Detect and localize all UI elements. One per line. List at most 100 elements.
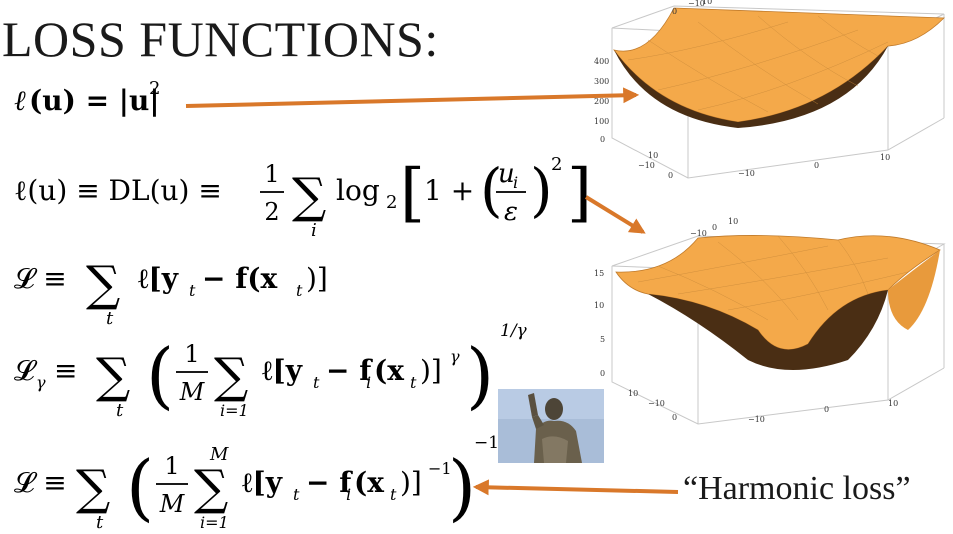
eq4-inner-exp: γ — [450, 347, 460, 366]
eq5-sum: ∑ — [76, 460, 110, 516]
eq3-lhs: 𝓛 ≡ — [14, 262, 67, 295]
equation-total-loss: 𝓛 ≡ ∑ t ℓ[y t − f(x t )] — [14, 256, 328, 328]
slide-title: LOSS FUNCTIONS: — [2, 11, 439, 67]
eq5-rparen: ) — [448, 445, 476, 529]
plot1-z-ticks: 400 300 200 100 0 — [594, 57, 609, 144]
plot1-z-tick: 300 — [594, 77, 609, 86]
eq2-lbracket: [ — [400, 156, 425, 230]
eq2-half-num: 1 — [264, 160, 279, 188]
eq4-y-sub: t — [313, 373, 320, 392]
eq5-minus: − f — [306, 466, 353, 499]
eq4-outer-exp: 1/γ — [500, 321, 528, 341]
plot1-surface-underside — [614, 46, 888, 128]
eq4-lhs: 𝓛 — [14, 354, 38, 387]
plot2-y-tick: −10 — [748, 415, 765, 424]
eq2-exp: 2 — [551, 154, 562, 175]
eq2-frac-den: ε — [504, 197, 518, 227]
plot1-z-tick: 0 — [600, 135, 605, 144]
eq3-y-sub: t — [189, 281, 196, 300]
plot1-mesh — [627, 15, 889, 113]
dl-surface-plot: 15 10 5 0 −10 0 10 −10 0 10 −10 0 10 — [594, 217, 946, 425]
plot2-back-tick: −10 — [690, 229, 707, 238]
eq4-equiv: ≡ — [54, 354, 77, 387]
eq4-lhs-sub: γ — [36, 373, 46, 392]
eq2-rparen: ) — [530, 156, 553, 224]
eq1-ell: ℓ — [14, 84, 26, 117]
eq4-sum-sub: t — [116, 400, 124, 421]
plot1-surface-top — [613, 7, 945, 123]
eq4-minus: − f — [326, 354, 373, 387]
arrow-to-quadratic-plot — [185, 87, 640, 108]
plot2-y-ticks: −10 0 10 — [748, 399, 898, 424]
arrow-to-harmonic-equation — [472, 479, 679, 496]
plot2-x-ticks: −10 0 10 — [628, 389, 677, 422]
plot2-y-tick: 10 — [888, 399, 898, 408]
eq4-num: 1 — [184, 340, 199, 368]
plot1-back-tick: 10 — [702, 0, 712, 6]
eq2-rbracket: ] — [567, 156, 592, 230]
plot1-back-ticks: −10 0 10 — [672, 0, 712, 16]
eq4-lparen: ( — [146, 333, 174, 417]
eq5-y-sub: t — [293, 485, 300, 504]
eq4-sum: ∑ — [96, 348, 130, 404]
eq2-frac-num: u — [498, 159, 515, 189]
harmonic-loss-caption: “Harmonic loss” — [683, 470, 911, 507]
plot1-y-tick: −10 — [738, 169, 755, 178]
eq2-log-sub: 2 — [386, 192, 397, 213]
plot1-x-tick: 10 — [648, 151, 658, 160]
plot2-surface-underside — [648, 290, 888, 370]
eq5-body: ℓ[y — [242, 466, 283, 499]
plot2-surface-wing — [888, 250, 940, 330]
eq5-inner-exp: −1 — [428, 459, 452, 478]
eq5-close: )] — [400, 466, 422, 499]
arrow-to-dl-plot — [584, 195, 646, 234]
eq1-arg: (u) = |u| — [29, 84, 160, 117]
plot2-z-tick: 0 — [600, 369, 605, 378]
eq3-close: )] — [306, 262, 328, 295]
plot2-back-tick: 0 — [712, 223, 717, 232]
plot1-y-tick: 0 — [814, 161, 819, 170]
eq2-frac-num-sub: i — [513, 173, 518, 192]
eq3-body: ℓ[y — [138, 262, 179, 295]
plot1-y-ticks: −10 0 10 — [738, 153, 890, 178]
eq1-exp: 2 — [149, 78, 160, 99]
eq2-log: log — [336, 174, 380, 207]
plot2-x-tick: 0 — [672, 413, 677, 422]
eq3-sum-sub: t — [106, 308, 114, 328]
eq3-sum: ∑ — [86, 256, 120, 312]
eq4-isum: ∑ — [214, 348, 248, 404]
eq4-body: ℓ[y — [262, 354, 303, 387]
plot2-z-tick: 10 — [594, 301, 604, 310]
eq5-paren: (x — [354, 466, 384, 499]
plot2-x-tick: −10 — [648, 399, 665, 408]
plot2-z-ticks: 15 10 5 0 — [594, 269, 605, 378]
eq5-x-sub: t — [390, 485, 397, 504]
eq4-x-sub: t — [410, 373, 417, 392]
plot1-x-tick: −10 — [638, 161, 655, 170]
eq2-lparen: ( — [480, 156, 503, 224]
plot1-back-tick: 0 — [672, 7, 677, 16]
eq2-sum: ∑ — [292, 168, 326, 224]
eq5-lparen: ( — [126, 445, 154, 529]
plot2-x-tick: 10 — [628, 389, 638, 398]
plot1-x-tick: 0 — [668, 171, 673, 180]
eq5-den: M — [159, 490, 186, 518]
equation-harmonic-loss: 𝓛 ≡ ∑ t ( 1 M M ∑ i=1 ℓ[y t − f i (x t )… — [14, 433, 499, 533]
quadratic-surface-plot: 400 300 200 100 0 −10 0 10 −10 0 10 −10 … — [594, 0, 945, 180]
eq4-isum-sub: i=1 — [220, 401, 249, 420]
equation-dl-loss: ℓ(u) ≡ DL(u) ≡ 1 2 ∑ i log 2 [ 1 + ( u i… — [14, 154, 592, 240]
eq4-paren: (x — [374, 354, 404, 387]
plot1-y-tick: 10 — [880, 153, 890, 162]
plot1-x-ticks: −10 0 10 — [638, 151, 673, 180]
eq5-isum-top: M — [209, 444, 229, 465]
plot2-z-tick: 15 — [594, 269, 604, 278]
plot2-z-tick: 5 — [600, 335, 605, 344]
eq5-f-sub: i — [346, 485, 351, 504]
eq5-isum-sub: i=1 — [200, 513, 229, 532]
eq4-f-sub: i — [366, 373, 371, 392]
plot1-back-tick: −10 — [688, 0, 705, 8]
eq4-rparen: ) — [466, 333, 494, 417]
eq2-lhs: ℓ(u) ≡ DL(u) ≡ — [14, 174, 222, 207]
